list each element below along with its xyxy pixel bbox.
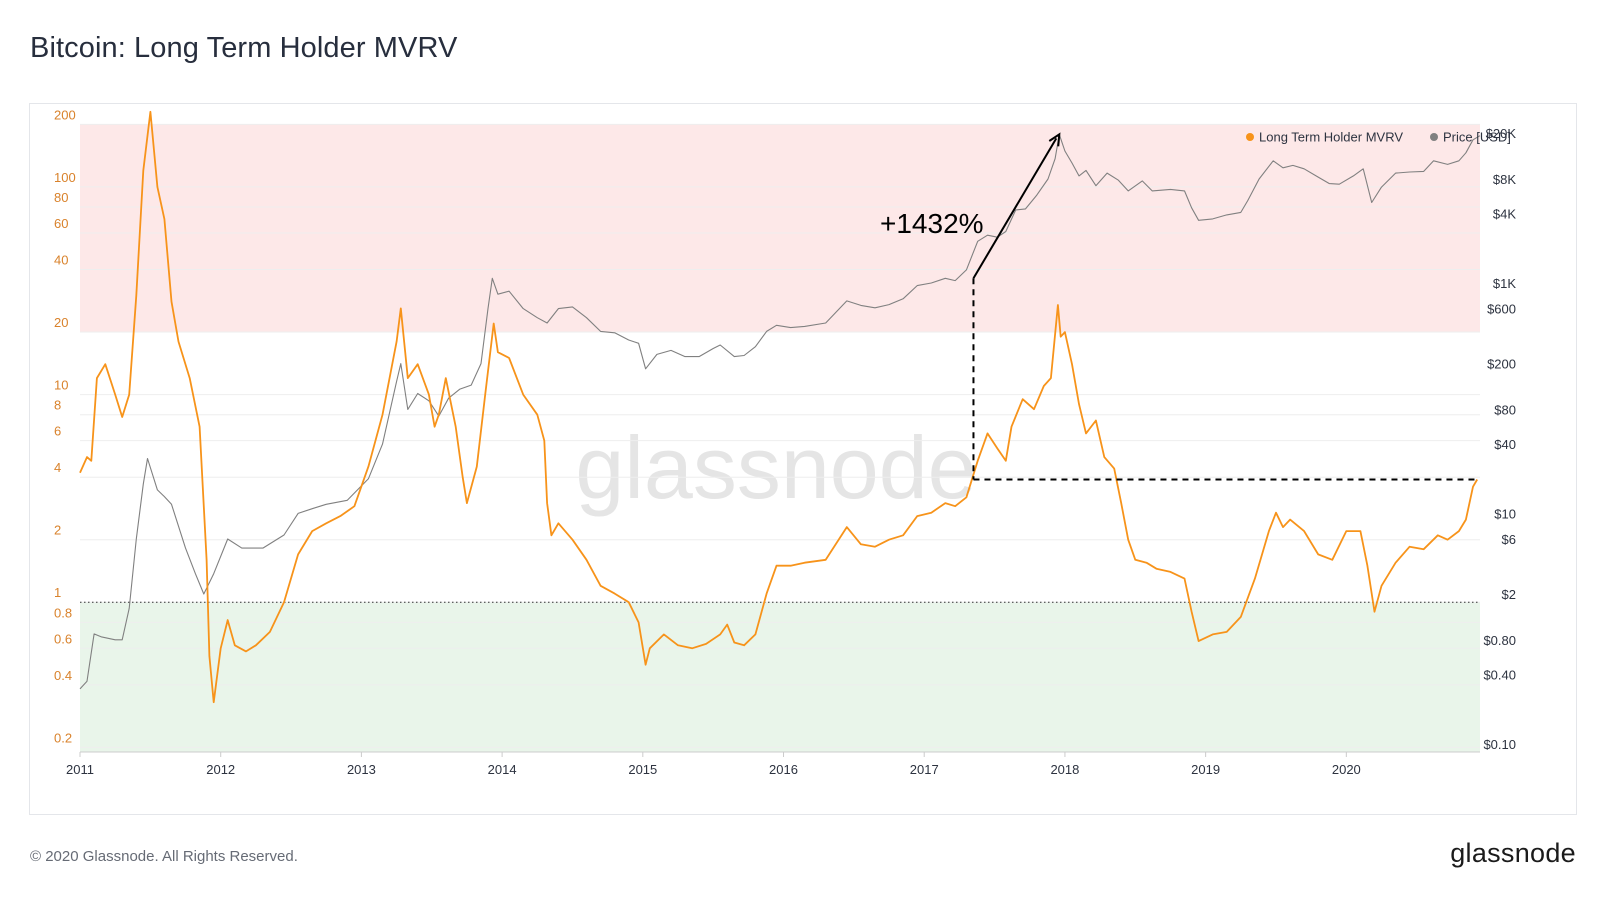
price-series-line: [79, 133, 1481, 690]
y-right-tick-label: $40: [1494, 437, 1516, 452]
y-left-tick-label: 4: [54, 460, 61, 475]
x-tick-label: 2015: [628, 762, 657, 777]
mvrv-series-line: [79, 110, 1478, 704]
y-right-tick-label: $600: [1487, 302, 1516, 317]
y-right-tick-label: $2: [1502, 587, 1516, 602]
y-right-tick-label: $0.40: [1483, 668, 1516, 683]
x-tick-label: 2012: [206, 762, 235, 777]
y-left-tick-label: 0.6: [54, 631, 72, 646]
copyright-text: © 2020 Glassnode. All Rights Reserved.: [30, 848, 298, 865]
growth-arrow-line: [972, 137, 1058, 279]
y-left-tick-label: 80: [54, 190, 68, 205]
y-left-tick-label: 40: [54, 253, 68, 268]
y-right-tick-label: $0.80: [1483, 633, 1516, 648]
x-tick-label: 2016: [769, 762, 798, 777]
y-left-tick-label: 0.4: [54, 668, 72, 683]
y-left-tick-label: 0.8: [54, 605, 72, 620]
y-right-tick-label: $6: [1502, 532, 1516, 547]
legend-price-marker: [1430, 133, 1438, 141]
top-band: [80, 124, 1480, 333]
bottom-band: [80, 602, 1480, 752]
y-right-tick-label: $200: [1487, 357, 1516, 372]
y-left-tick-label: 6: [54, 424, 61, 439]
y-left-tick-label: 2: [54, 523, 61, 538]
legend-entry-label[interactable]: Price [USD]: [1443, 130, 1511, 145]
x-tick-label: 2019: [1191, 762, 1220, 777]
y-right-tick-label: $0.10: [1483, 737, 1516, 752]
y-left-tick-label: 8: [54, 398, 61, 413]
legend-mvrv-marker: [1246, 133, 1254, 141]
brand-logo: glassnode: [1450, 838, 1576, 868]
watermark: glassnode: [575, 418, 976, 517]
chart-title: Bitcoin: Long Term Holder MVRV: [30, 32, 458, 64]
y-right-tick-label: $8K: [1493, 172, 1516, 187]
y-left-tick-label: 200: [54, 107, 76, 122]
y-right-tick-label: $10: [1494, 506, 1516, 521]
y-left-tick-label: 0.2: [54, 730, 72, 745]
y-right-tick-label: $20K: [1486, 126, 1517, 141]
y-left-tick-label: 100: [54, 170, 76, 185]
y-left-tick-label: 1: [54, 585, 61, 600]
y-left-tick-label: 10: [54, 378, 68, 393]
x-tick-label: 2013: [347, 762, 376, 777]
x-tick-label: 2017: [910, 762, 939, 777]
x-tick-label: 2014: [488, 762, 517, 777]
y-right-tick-label: $80: [1494, 402, 1516, 417]
x-tick-label: 2020: [1332, 762, 1361, 777]
y-right-tick-label: $1K: [1493, 276, 1516, 291]
arrowhead-icon: [1048, 132, 1061, 147]
y-right-tick-label: $4K: [1493, 207, 1516, 222]
y-left-tick-label: 20: [54, 315, 68, 330]
growth-annotation-label: +1432%: [880, 208, 984, 239]
x-tick-label: 2018: [1050, 762, 1079, 777]
y-left-tick-label: 60: [54, 216, 68, 231]
x-tick-label: 2011: [66, 762, 94, 777]
legend-entry-label[interactable]: Long Term Holder MVRV: [1259, 130, 1403, 145]
